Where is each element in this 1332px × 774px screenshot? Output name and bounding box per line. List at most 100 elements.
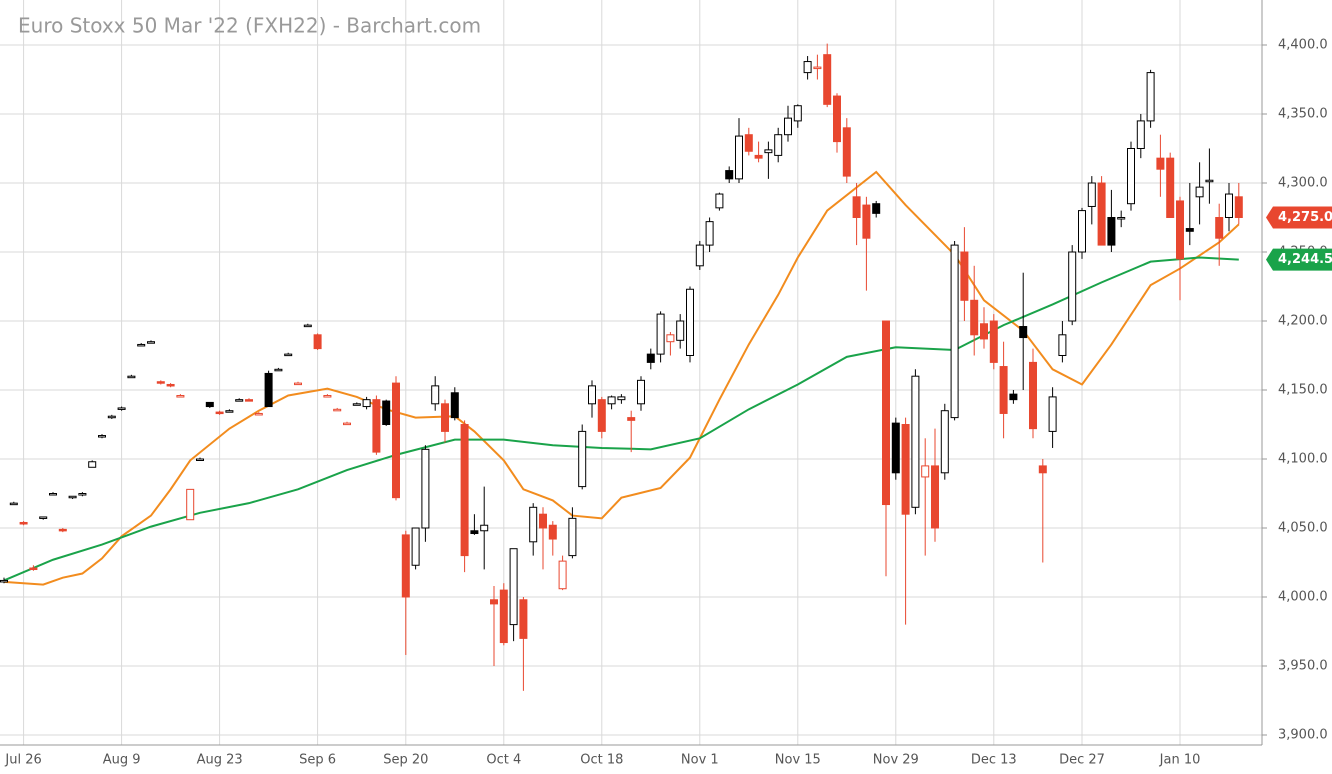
candle-body bbox=[294, 382, 302, 386]
candle-body bbox=[137, 343, 146, 347]
candle bbox=[901, 417, 910, 625]
candle bbox=[205, 401, 214, 408]
candle bbox=[891, 417, 900, 480]
candle bbox=[19, 521, 28, 526]
candle-body bbox=[1176, 200, 1184, 260]
candle bbox=[656, 311, 665, 363]
candle-body bbox=[940, 410, 949, 474]
x-tick-label: Dec 27 bbox=[1059, 753, 1105, 768]
candle-body bbox=[1225, 193, 1233, 218]
candle bbox=[715, 192, 724, 211]
candle bbox=[637, 376, 645, 411]
candle-body bbox=[245, 399, 253, 402]
y-tick-label: 3,950.0 bbox=[1278, 659, 1328, 674]
candle-body bbox=[215, 411, 224, 415]
candle-body bbox=[578, 430, 587, 488]
candle-body bbox=[352, 403, 361, 406]
candle-body bbox=[58, 528, 67, 532]
candle bbox=[460, 420, 469, 573]
candle-body bbox=[176, 395, 185, 398]
candle-body bbox=[529, 506, 538, 543]
candle bbox=[147, 340, 155, 344]
candle-body bbox=[1048, 396, 1057, 432]
x-tick-label: Aug 23 bbox=[197, 753, 243, 768]
candle-body bbox=[1019, 326, 1028, 339]
candle-body bbox=[313, 334, 322, 350]
candle-body bbox=[78, 493, 87, 496]
candle bbox=[362, 396, 371, 410]
candle bbox=[1019, 272, 1028, 390]
candle-body bbox=[568, 517, 577, 557]
candle-body bbox=[793, 105, 802, 122]
candle-body bbox=[1087, 182, 1096, 207]
candle-body bbox=[774, 134, 783, 156]
candle-body bbox=[715, 193, 724, 209]
candle bbox=[235, 398, 244, 402]
candle bbox=[490, 585, 498, 666]
candle bbox=[597, 396, 606, 439]
candle-body bbox=[480, 524, 489, 532]
candle bbox=[686, 286, 694, 363]
candle bbox=[735, 118, 743, 183]
candle-body bbox=[833, 95, 841, 143]
candle-body bbox=[68, 495, 77, 499]
price-tag bbox=[1266, 248, 1332, 271]
candle bbox=[107, 414, 116, 419]
candle bbox=[499, 583, 508, 646]
candle-body bbox=[1068, 251, 1077, 322]
candle bbox=[813, 54, 822, 80]
candle bbox=[470, 514, 479, 535]
candle bbox=[1117, 210, 1126, 228]
candle-body bbox=[372, 399, 381, 453]
candle-body bbox=[186, 488, 195, 521]
candle-body bbox=[1097, 182, 1106, 246]
candle bbox=[529, 503, 538, 556]
candle bbox=[872, 200, 881, 218]
y-tick-label: 4,400.0 bbox=[1278, 38, 1328, 53]
candle-body bbox=[882, 320, 890, 506]
candle bbox=[1205, 148, 1214, 204]
candle bbox=[421, 445, 430, 542]
candle-body bbox=[9, 502, 18, 506]
candle bbox=[186, 488, 195, 521]
candle-body bbox=[401, 534, 410, 598]
candle-body bbox=[274, 368, 283, 372]
candle-body bbox=[1185, 228, 1194, 232]
candle-body bbox=[392, 382, 400, 499]
candle-body bbox=[1195, 186, 1204, 198]
candle bbox=[264, 370, 273, 408]
candle-body bbox=[117, 407, 126, 410]
candle bbox=[1185, 183, 1194, 246]
candle bbox=[774, 127, 783, 163]
candle bbox=[382, 399, 391, 426]
candle-body bbox=[323, 395, 332, 398]
candle-body bbox=[950, 244, 959, 419]
candle bbox=[0, 577, 8, 584]
candle bbox=[568, 507, 577, 559]
candle bbox=[166, 383, 175, 388]
candle bbox=[1176, 196, 1184, 301]
candle bbox=[950, 240, 959, 421]
candle bbox=[215, 410, 224, 415]
candle bbox=[1009, 390, 1018, 404]
candle bbox=[441, 399, 449, 443]
candle bbox=[784, 105, 792, 142]
candle bbox=[352, 402, 361, 406]
y-tick-label: 4,100.0 bbox=[1278, 452, 1328, 467]
candle-body bbox=[1058, 334, 1067, 356]
candle bbox=[970, 265, 979, 356]
x-tick-label: Aug 9 bbox=[103, 753, 141, 768]
x-tick-label: Nov 1 bbox=[681, 753, 719, 768]
candle bbox=[294, 381, 302, 386]
candle-body bbox=[1234, 196, 1243, 219]
candle bbox=[539, 507, 547, 570]
y-tick-label: 4,300.0 bbox=[1278, 176, 1328, 191]
candle-body bbox=[617, 396, 626, 401]
chart-title: Euro Stoxx 50 Mar '22 (FXH22) - Barchart… bbox=[18, 14, 481, 38]
candle-body bbox=[676, 320, 685, 341]
candle-body bbox=[862, 204, 871, 239]
x-tick-label: Dec 13 bbox=[971, 753, 1017, 768]
candle-body bbox=[284, 353, 293, 357]
candle bbox=[695, 240, 704, 270]
